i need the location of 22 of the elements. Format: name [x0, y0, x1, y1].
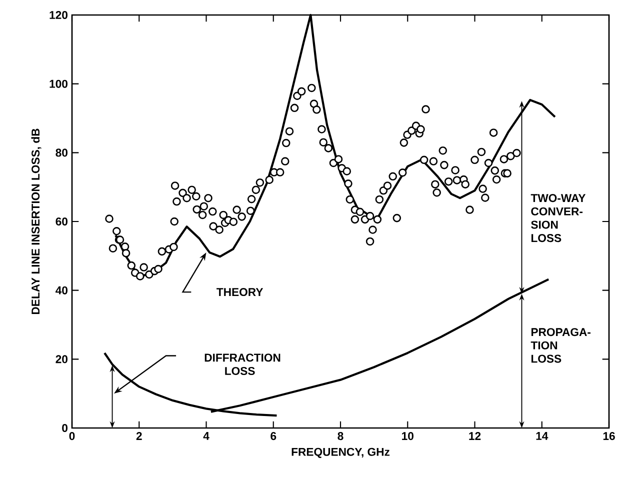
x-tick-label: 6 [270, 432, 276, 440]
annotation: DIFFRACTION LOSS [204, 354, 280, 375]
y-tick-label: 120 [50, 10, 68, 20]
y-tick-label: 20 [56, 355, 68, 364]
y-tick-label: 100 [50, 80, 68, 88]
x-tick-label: 4 [203, 432, 210, 440]
x-tick-label: 10 [402, 432, 414, 440]
x-axis-title: FREQUENCY, GHz [292, 448, 390, 458]
y-axis-title: DELAY LINE INSERTION LOSS, dB [31, 128, 42, 314]
annotation: PROPAGA-TION LOSS [530, 328, 591, 363]
y-tick-label: 60 [56, 218, 68, 226]
y-tick-label: 0 [62, 424, 68, 432]
annotation: TWO-WAY CONVER-SION LOSS [530, 194, 586, 242]
y-tick-label: 40 [56, 286, 68, 294]
x-tick-label: 14 [536, 432, 548, 440]
y-tick-label: 80 [56, 148, 68, 157]
x-tick-label: 12 [469, 432, 481, 440]
x-tick-label: 0 [69, 432, 75, 440]
x-tick-label: 2 [136, 432, 142, 440]
annotation: THEORY [216, 288, 264, 296]
x-tick-label: 8 [338, 432, 344, 440]
x-tick-label: 16 [603, 432, 615, 440]
